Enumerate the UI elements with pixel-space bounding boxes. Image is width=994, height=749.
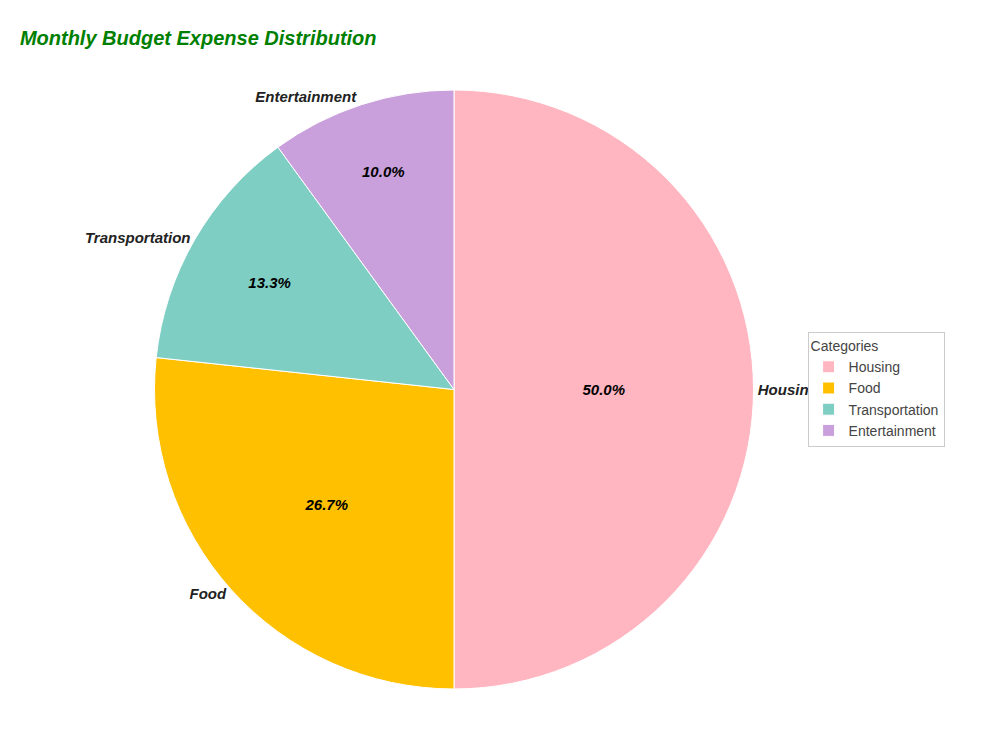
svg-text:10.0%: 10.0% <box>362 163 405 180</box>
svg-text:Transportation: Transportation <box>849 402 939 418</box>
svg-text:26.7%: 26.7% <box>304 496 348 513</box>
svg-text:Monthly Budget Expense Distrib: Monthly Budget Expense Distribution <box>20 27 377 49</box>
svg-text:Entertainment: Entertainment <box>849 423 936 439</box>
svg-text:Housing: Housing <box>849 359 900 375</box>
svg-text:50.0%: 50.0% <box>582 381 625 398</box>
svg-text:13.3%: 13.3% <box>248 274 291 291</box>
svg-text:Food: Food <box>849 380 881 396</box>
svg-text:Categories: Categories <box>811 338 879 354</box>
svg-text:Housing: Housing <box>757 381 818 398</box>
svg-text:Transportation: Transportation <box>85 229 191 246</box>
svg-text:Entertainment: Entertainment <box>255 88 357 105</box>
svg-text:Food: Food <box>189 585 226 602</box>
